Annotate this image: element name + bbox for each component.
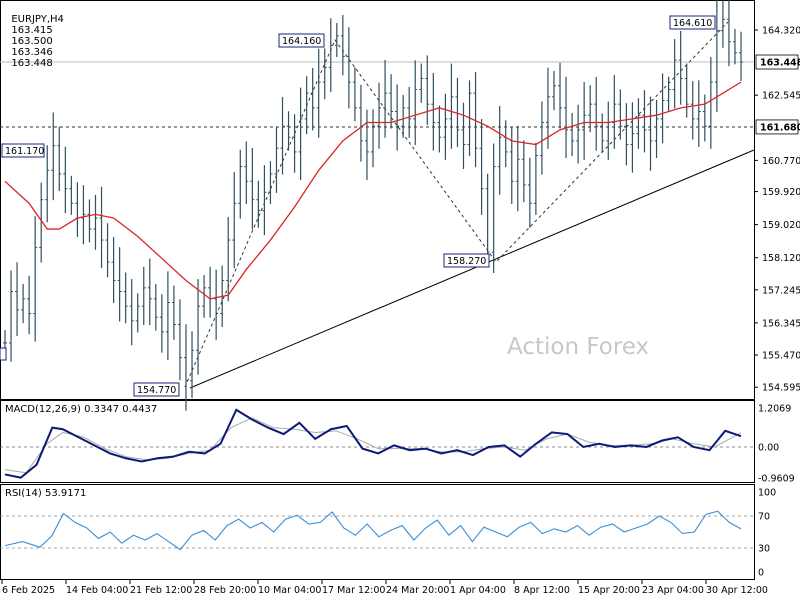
price-annotation-box [443, 253, 490, 268]
price-y-tick-label: 158.120 [762, 253, 800, 264]
rsi-y-tick-label: 100 [758, 488, 776, 499]
price-y-tick-label: 154.595 [762, 383, 800, 394]
price-annotation-label: 154.770 [137, 385, 176, 396]
price-annotations: 161.170 154.770 164.160 158.270 164.610 [0, 15, 716, 397]
x-tick-label: 14 Feb 04:00 [66, 585, 128, 596]
macd-line [4, 408, 742, 479]
macd-panel-frame [0, 400, 755, 483]
price-level-box [755, 54, 799, 70]
rsi-title: RSI(14) 53.9171 [5, 488, 87, 499]
ohlc-high: 163.500 [11, 36, 53, 47]
rsi-panel-frame [0, 484, 755, 580]
price-annotation-box [133, 382, 180, 397]
price-y-axis: 164.320 162.545 160.770 159.920 159.020 158.1… [754, 25, 800, 394]
price-annotation-label: 164.160 [282, 36, 321, 47]
symbol-label: EURJPY,H4 [11, 14, 64, 25]
x-tick-label: 1 Apr 04:00 [450, 585, 506, 596]
macd-title: MACD(12,26,9) 0.3347 0.4437 [5, 404, 158, 415]
ohlc-close: 163.448 [11, 58, 53, 69]
ohlc-low: 163.346 [11, 47, 53, 58]
price-levels: 163.448 161.680 [0, 54, 800, 135]
rsi-y-tick-label: 70 [758, 512, 770, 523]
price-y-tick-label: 160.770 [762, 156, 800, 167]
price-annotation-box [669, 15, 716, 30]
x-tick-label: 30 Apr 12:00 [706, 585, 768, 596]
price-y-tick-label: 155.470 [762, 351, 800, 362]
price-annotation-box [278, 33, 325, 48]
price-y-tick-label: 157.245 [762, 285, 800, 296]
price-annotation-label: 158.270 [447, 256, 486, 267]
x-tick-label: 23 Apr 04:00 [642, 585, 704, 596]
rsi-line [4, 510, 742, 551]
x-tick-label: 24 Mar 20:00 [386, 585, 449, 596]
price-panel-frame [0, 0, 755, 400]
price-annotation-label: 161.170 [5, 146, 44, 157]
macd-y-axis: 1.2069 0.00 -0.9609 [758, 404, 795, 485]
rsi-y-tick-label: 30 [758, 544, 770, 555]
watermark: Action Forex [507, 334, 649, 360]
price-annotation-box [1, 143, 45, 158]
x-axis: 6 Feb 2025 14 Feb 04:00 21 Feb 12:00 28 Feb… [1, 580, 768, 596]
x-tick-label: 8 Apr 12:00 [514, 585, 570, 596]
rsi-series-line [4, 510, 742, 551]
x-tick-label: 17 Mar 12:00 [322, 585, 385, 596]
macd-y-tick-label: -0.9609 [758, 474, 795, 485]
x-tick-label: 28 Feb 20:00 [194, 585, 256, 596]
price-annotation-label: 164.610 [673, 18, 712, 29]
price-bars [3, 0, 743, 411]
macd-lines [4, 408, 742, 479]
x-tick-label: 15 Apr 20:00 [578, 585, 640, 596]
price-level-box [755, 119, 799, 135]
zigzag-lines [184, 21, 729, 388]
rsi-levels [0, 515, 754, 549]
x-tick-label: 10 Mar 04:00 [258, 585, 321, 596]
price-y-tick-label: 159.920 [762, 187, 800, 198]
price-y-tick-label: 159.020 [762, 220, 800, 231]
price-level-label: 163.448 [760, 58, 800, 69]
ohlc-open: 163.415 [11, 25, 53, 36]
macd-signal-line [4, 417, 742, 474]
price-annotation-box [0, 347, 7, 361]
x-tick-label: 6 Feb 2025 [2, 585, 55, 596]
price-y-tick-label: 156.345 [762, 318, 800, 329]
macd-y-tick-label: 0.00 [758, 442, 779, 453]
price-y-tick-label: 162.545 [762, 91, 800, 102]
price-y-tick-label: 164.320 [762, 25, 800, 36]
moving-average [4, 81, 742, 300]
rsi-y-axis: 100 70 30 0 [758, 488, 776, 579]
x-tick-label: 21 Feb 12:00 [130, 585, 192, 596]
moving-average-line [4, 81, 742, 300]
rsi-y-tick-label: 0 [758, 568, 764, 579]
macd-y-tick-label: 1.2069 [758, 404, 791, 415]
trend-line [189, 149, 755, 389]
price-level-label: 161.680 [760, 122, 800, 133]
price-header: EURJPY,H4 163.415 163.500 163.346 163.44… [5, 3, 64, 69]
